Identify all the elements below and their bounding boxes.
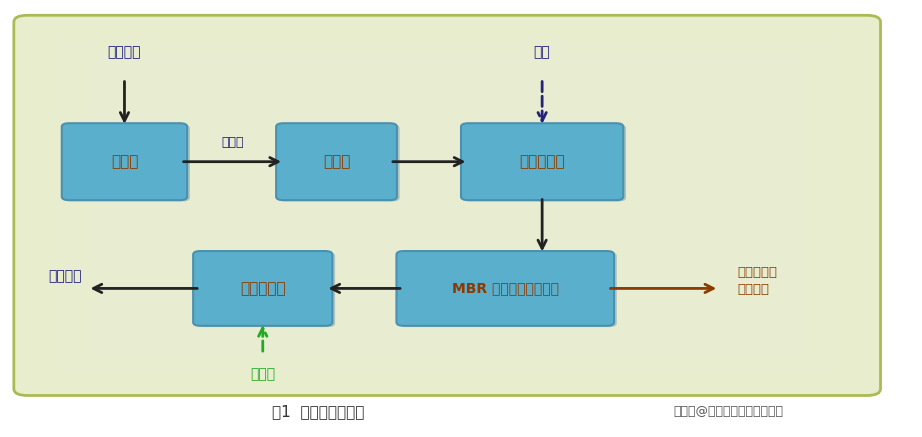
Text: 达标排放: 达标排放: [48, 269, 81, 283]
Text: 消毒剂: 消毒剂: [250, 367, 276, 381]
FancyBboxPatch shape: [464, 125, 626, 201]
FancyBboxPatch shape: [276, 123, 396, 200]
FancyBboxPatch shape: [399, 253, 617, 327]
FancyBboxPatch shape: [193, 251, 332, 326]
Text: 缺氧池: 缺氧池: [323, 154, 350, 169]
Text: 图1  项目工艺流程图: 图1 项目工艺流程图: [272, 404, 364, 419]
FancyBboxPatch shape: [461, 123, 623, 200]
Text: 接触消毒池: 接触消毒池: [240, 281, 286, 296]
FancyBboxPatch shape: [396, 251, 614, 326]
Text: 接触氧化池: 接触氧化池: [519, 154, 565, 169]
Text: 调节池: 调节池: [111, 154, 138, 169]
Text: 污泥就近排
入化粪池: 污泥就近排 入化粪池: [738, 266, 777, 295]
Text: 泵提升: 泵提升: [221, 136, 243, 149]
Text: 搜狐号@工业废水生活污水处理: 搜狐号@工业废水生活污水处理: [673, 405, 784, 418]
Text: 医院污水: 医院污水: [108, 45, 141, 59]
FancyBboxPatch shape: [65, 125, 190, 201]
FancyBboxPatch shape: [278, 125, 400, 201]
Text: 空气: 空气: [534, 45, 550, 59]
Text: MBR 膜一体化处理系统: MBR 膜一体化处理系统: [452, 281, 559, 295]
FancyBboxPatch shape: [14, 15, 881, 395]
FancyBboxPatch shape: [62, 123, 187, 200]
FancyBboxPatch shape: [195, 253, 336, 327]
